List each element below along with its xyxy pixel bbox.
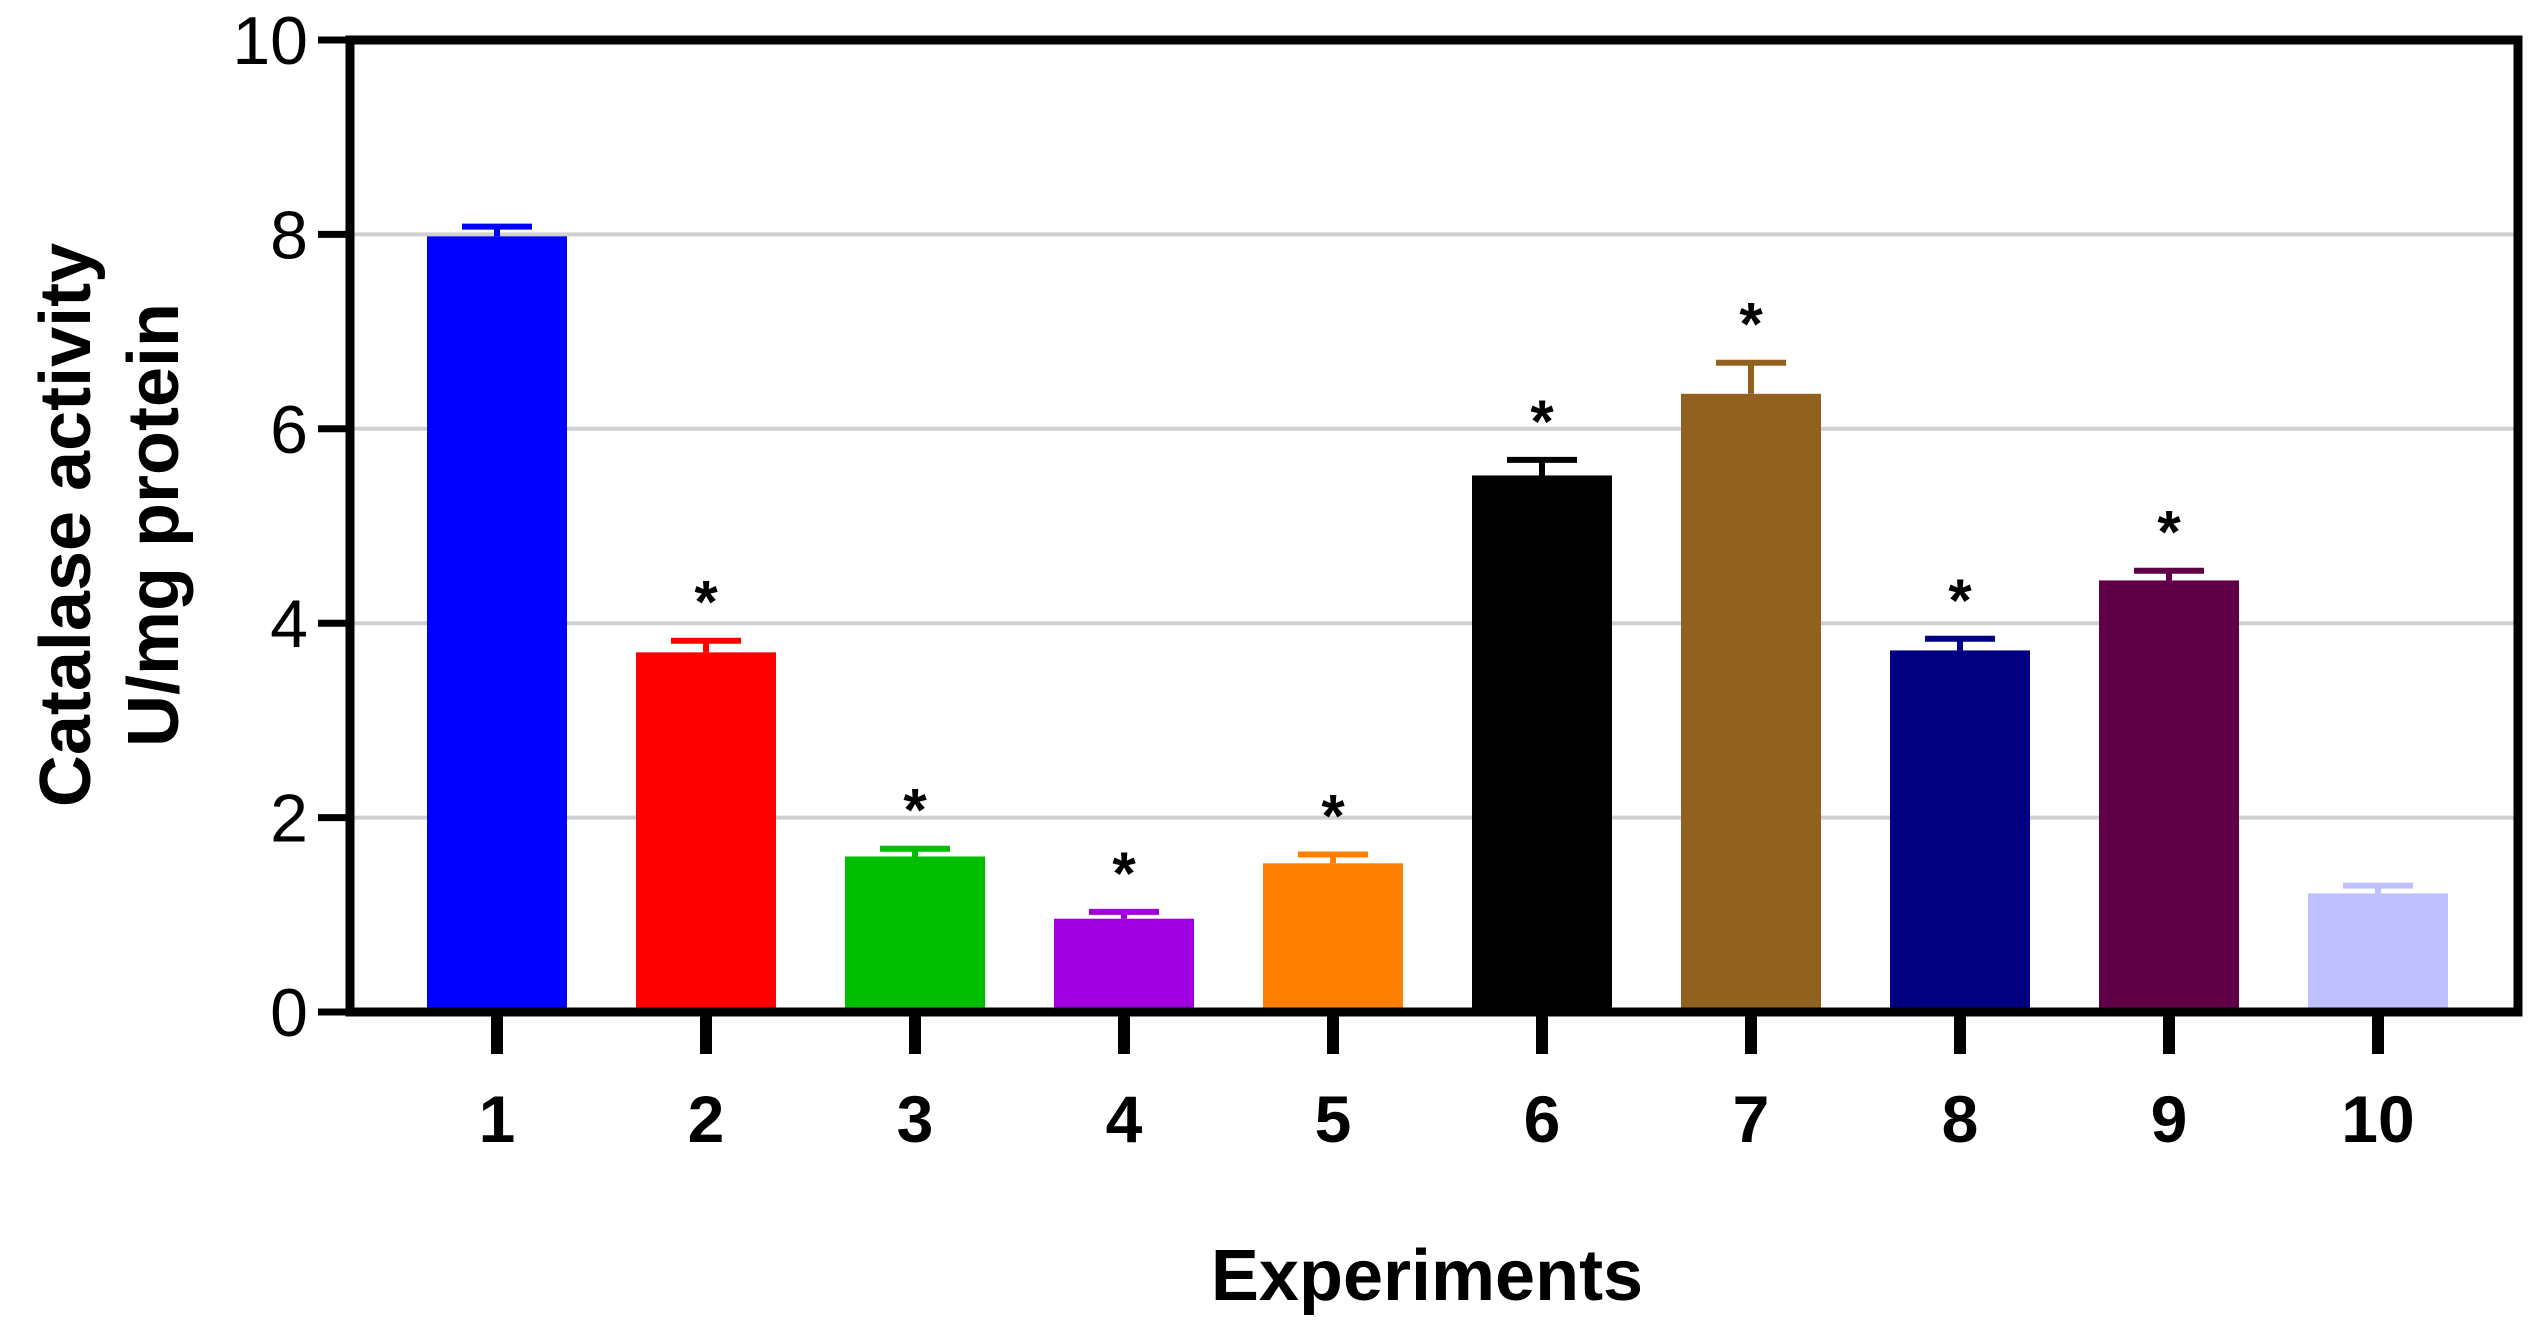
significance-marker-7: *	[1739, 291, 1763, 358]
bar-10	[2308, 893, 2448, 1012]
axes: 1 2 3 4 5 6 7 8 9 10 0 2 4 6 8 10	[232, 3, 2523, 1156]
x-tick-label-6: 6	[1524, 1082, 1561, 1156]
bars: * * * * * * * *	[427, 223, 2448, 1013]
x-axis-title: Experiments	[1211, 1236, 1643, 1316]
x-tick-label-2: 2	[688, 1082, 725, 1156]
x-tick-label-9: 9	[2151, 1082, 2188, 1156]
bar-7	[1681, 393, 1821, 1013]
y-tick-label-8: 8	[270, 197, 308, 273]
y-tick-label-10: 10	[232, 3, 308, 79]
bar-3	[845, 856, 985, 1012]
significance-marker-5: *	[1321, 783, 1345, 850]
x-tick-label-1: 1	[479, 1082, 516, 1156]
significance-marker-6: *	[1530, 388, 1554, 455]
significance-marker-9: *	[2157, 499, 2181, 566]
significance-marker-3: *	[903, 777, 927, 844]
x-tick-label-7: 7	[1733, 1082, 1770, 1156]
y-tick-label-6: 6	[270, 392, 308, 468]
significance-marker-4: *	[1112, 840, 1136, 907]
x-tick-label-5: 5	[1315, 1082, 1352, 1156]
significance-marker-8: *	[1948, 567, 1972, 634]
bar-1	[427, 236, 567, 1012]
bar-6	[1472, 475, 1612, 1012]
significance-marker-2: *	[694, 569, 718, 636]
bar-9	[2099, 580, 2239, 1012]
plot-frame	[345, 35, 2523, 1017]
y-axis-title-line-2: U/mg protein	[114, 303, 194, 747]
x-tick-label-4: 4	[1106, 1082, 1143, 1156]
y-axis-title-line-1: Catalase activity	[26, 243, 106, 807]
y-tick-label-0: 0	[270, 975, 308, 1051]
y-tick-label-2: 2	[270, 781, 308, 857]
bar-8	[1890, 650, 2030, 1012]
bar-2	[636, 652, 776, 1012]
y-tick-label-4: 4	[270, 586, 308, 662]
x-tick-label-8: 8	[1942, 1082, 1979, 1156]
bar-4	[1054, 918, 1194, 1012]
x-tick-label-3: 3	[897, 1082, 934, 1156]
x-tick-label-10: 10	[2341, 1082, 2414, 1156]
labels: Experiments Catalase activity U/mg prote…	[26, 243, 1643, 1316]
bar-5	[1263, 863, 1403, 1012]
